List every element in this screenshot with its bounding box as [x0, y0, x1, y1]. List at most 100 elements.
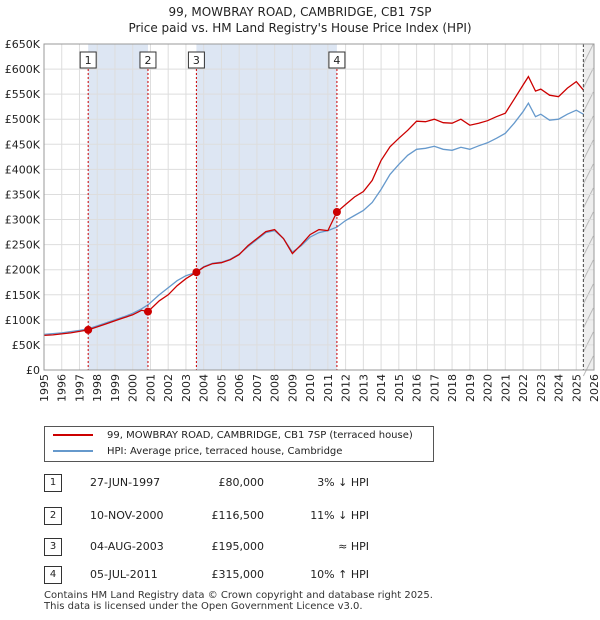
x-tick-label: 2001: [144, 374, 157, 402]
table-row: 3 04-AUG-2003 £195,000 ≈ HPI: [44, 538, 464, 556]
y-tick-label: £250K: [5, 239, 41, 252]
legend-swatch-red: [53, 434, 93, 436]
future-hatch: [582, 307, 594, 329]
sale-label-text: 4: [333, 54, 340, 67]
future-hatch: [582, 139, 594, 161]
y-tick-label: £100K: [5, 314, 41, 327]
x-tick-label: 2002: [162, 374, 175, 402]
x-tick-label: 1995: [38, 374, 51, 402]
sale-number-badge: 4: [44, 566, 62, 584]
future-hatch: [582, 43, 594, 65]
x-tick-label: 2015: [393, 374, 406, 402]
y-tick-label: £450K: [5, 138, 41, 151]
future-region: [583, 44, 594, 370]
x-tick-label: 2003: [180, 374, 193, 402]
sale-marker-dot: [192, 268, 201, 277]
sale-price: £315,000: [211, 568, 265, 581]
sale-hpi-comparison: 3% ↓ HPI: [317, 476, 369, 489]
legend-label-hpi: HPI: Average price, terraced house, Camb…: [107, 446, 343, 457]
x-tick-label: 2021: [499, 374, 512, 402]
x-tick-label: 2025: [570, 374, 583, 402]
sale-date: 10-NOV-2000: [90, 509, 164, 522]
sale-marker-dot: [332, 208, 341, 217]
x-tick-label: 2008: [269, 374, 282, 402]
future-hatch: [582, 331, 594, 353]
y-tick-label: £350K: [5, 188, 41, 201]
footer-line-copyright: Contains HM Land Registry data © Crown c…: [44, 590, 433, 601]
chart-subtitle: Price paid vs. HM Land Registry's House …: [128, 21, 472, 35]
x-tick-label: 2010: [304, 374, 317, 402]
chart-legend: 99, MOWBRAY ROAD, CAMBRIDGE, CB1 7SP (te…: [44, 426, 434, 462]
y-tick-label: £300K: [5, 214, 41, 227]
hpi-line: [43, 101, 584, 336]
sale-label-text: 2: [144, 54, 151, 67]
x-tick-label: 2005: [215, 374, 228, 402]
future-hatch: [582, 91, 594, 113]
sale-label-box: [79, 51, 97, 69]
x-tick-label: 2016: [411, 374, 424, 402]
sale-price: £116,500: [211, 509, 265, 522]
future-hatch: [582, 211, 594, 233]
x-tick-label: 2011: [322, 374, 335, 402]
legend-item-price-paid: 99, MOWBRAY ROAD, CAMBRIDGE, CB1 7SP (te…: [53, 428, 413, 444]
sale-date: 27-JUN-1997: [90, 476, 161, 489]
footer-attribution: Contains HM Land Registry data © Crown c…: [44, 590, 433, 612]
sale-number-badge: 1: [44, 474, 62, 492]
x-tick-label: 2007: [251, 374, 264, 402]
table-row: 2 10-NOV-2000 £116,500 11% ↓ HPI: [44, 507, 464, 525]
x-tick-label: 2000: [127, 374, 140, 402]
x-tick-label: 2023: [535, 374, 548, 402]
legend-label-price-paid: 99, MOWBRAY ROAD, CAMBRIDGE, CB1 7SP (te…: [107, 430, 413, 441]
sale-date: 04-AUG-2003: [90, 540, 164, 553]
legend-item-hpi: HPI: Average price, terraced house, Camb…: [53, 444, 342, 460]
x-tick-label: 2020: [482, 374, 495, 402]
price-paid-line: [43, 75, 584, 337]
future-hatch: [582, 163, 594, 185]
x-tick-label: 2022: [517, 374, 530, 402]
y-tick-label: £50K: [12, 339, 41, 352]
shaded-period: [196, 44, 337, 370]
future-hatch: [582, 355, 594, 377]
sale-label-box: [187, 51, 205, 69]
future-hatch: [582, 283, 594, 305]
x-tick-label: 2017: [428, 374, 441, 402]
table-row: 1 27-JUN-1997 £80,000 3% ↓ HPI: [44, 474, 464, 492]
future-hatch: [582, 187, 594, 209]
future-hatch: [582, 67, 594, 89]
sale-label-text: 3: [193, 54, 200, 67]
sale-price: £80,000: [218, 476, 265, 489]
sale-marker-dot: [84, 325, 93, 334]
x-tick-label: 2026: [588, 374, 600, 402]
table-row: 4 05-JUL-2011 £315,000 10% ↑ HPI: [44, 566, 464, 584]
x-tick-label: 2004: [198, 374, 211, 402]
x-tick-label: 1997: [73, 374, 86, 402]
future-hatch: [582, 235, 594, 257]
sale-hpi-comparison: 10% ↑ HPI: [310, 568, 369, 581]
sale-hpi-comparison: 11% ↓ HPI: [310, 509, 369, 522]
sale-number-badge: 3: [44, 538, 62, 556]
x-tick-label: 2012: [340, 374, 353, 402]
sale-label-text: 1: [85, 54, 92, 67]
x-tick-label: 2018: [446, 374, 459, 402]
shaded-period: [88, 44, 148, 370]
x-tick-label: 2009: [286, 374, 299, 402]
sale-number-badge: 2: [44, 507, 62, 525]
y-tick-label: £400K: [5, 163, 41, 176]
sale-label-box: [328, 51, 346, 69]
x-tick-label: 2024: [553, 374, 566, 402]
x-tick-label: 2013: [357, 374, 370, 402]
x-tick-label: 1998: [91, 374, 104, 402]
y-tick-label: £650K: [5, 38, 41, 51]
x-tick-label: 2019: [464, 374, 477, 402]
sale-date: 05-JUL-2011: [90, 568, 158, 581]
chart-title: 99, MOWBRAY ROAD, CAMBRIDGE, CB1 7SP: [168, 5, 432, 19]
sale-price: £195,000: [211, 540, 265, 553]
y-tick-label: £550K: [5, 88, 41, 101]
x-tick-label: 2014: [375, 374, 388, 402]
footer-line-licence: This data is licensed under the Open Gov…: [44, 601, 363, 612]
x-tick-label: 2006: [233, 374, 246, 402]
legend-swatch-blue: [53, 450, 93, 452]
plot-border: [43, 43, 595, 371]
y-tick-label: £500K: [5, 113, 41, 126]
y-tick-label: £0: [26, 364, 40, 377]
